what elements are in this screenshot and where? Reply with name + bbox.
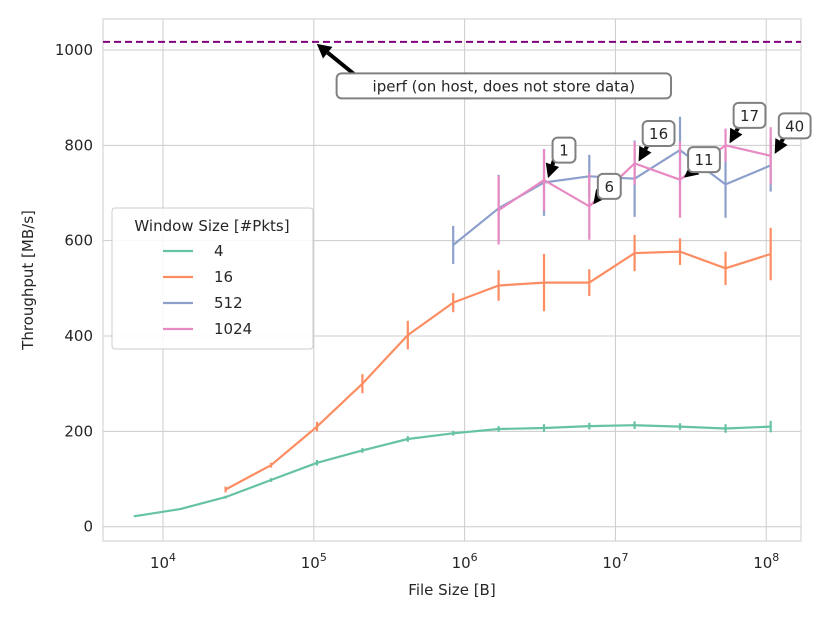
annotation-text: 11 — [694, 151, 713, 169]
annotation-box — [641, 119, 676, 147]
legend: Window Size [#Pkts] 4 16 512 1024 — [111, 207, 314, 350]
arrow-head — [774, 138, 788, 154]
y-axis-label: Throughput [MB/s] — [19, 210, 37, 351]
y-tick-labels: 0 200 400 600 800 1000 — [55, 41, 93, 536]
arrow-shaft — [326, 51, 356, 76]
series-1024 — [497, 127, 772, 245]
x-axis-label: File Size [B] — [408, 581, 495, 599]
annotation-label: 11 — [687, 146, 721, 174]
y-tick-label: 200 — [64, 422, 93, 440]
arrow-head — [729, 127, 743, 144]
annotation-box — [551, 136, 577, 164]
legend-label-512: 512 — [214, 294, 243, 312]
iperf-arrow — [316, 43, 356, 76]
annotation-label: 17 — [732, 101, 767, 129]
x-tick-label: 105 — [301, 551, 327, 572]
y-tick-label: 600 — [64, 232, 93, 250]
x-tick-label: 104 — [150, 551, 176, 572]
series-4 — [133, 420, 772, 518]
y-tick-label: 0 — [83, 518, 93, 536]
legend-box — [111, 207, 314, 350]
annotation-label: iperf (on host, does not store data) — [335, 72, 673, 100]
x-tick-label: 106 — [452, 551, 478, 572]
annotation-box — [777, 112, 812, 140]
annotation-text: 40 — [785, 117, 804, 135]
annotation-label: 1 — [551, 136, 577, 164]
y-tick-label: 800 — [64, 136, 93, 154]
annotations: iperf (on host, does not store data)1616… — [316, 43, 812, 205]
y-tick-label: 400 — [64, 327, 93, 345]
legend-label-1024: 1024 — [214, 320, 252, 338]
annotation-text: 16 — [649, 125, 668, 143]
legend-label-16: 16 — [214, 268, 233, 286]
series-lines — [133, 116, 772, 518]
x-tick-labels: 104 105 106 107 108 — [150, 551, 779, 572]
annotation-label: 16 — [641, 119, 676, 147]
y-tick-label: 1000 — [55, 41, 93, 59]
annotation-box — [732, 101, 767, 129]
x-tick-label: 108 — [753, 551, 779, 572]
series-16 — [224, 227, 772, 493]
annotation-label: 6 — [596, 172, 622, 200]
legend-title: Window Size [#Pkts] — [134, 217, 289, 235]
arrow-head — [638, 145, 652, 162]
arrow-head — [316, 43, 333, 59]
annotation-box — [335, 72, 673, 100]
legend-label-4: 4 — [214, 242, 224, 260]
arrow-head — [545, 162, 560, 179]
annotation-text: 17 — [740, 107, 759, 125]
annotation-text: 6 — [605, 178, 615, 196]
x-tick-label: 107 — [602, 551, 628, 572]
annotation-label: 40 — [777, 112, 812, 140]
annotation-text: iperf (on host, does not store data) — [373, 77, 636, 95]
annotation-box — [687, 146, 721, 174]
annotation-text: 1 — [559, 142, 569, 160]
annotation-box — [596, 172, 622, 200]
